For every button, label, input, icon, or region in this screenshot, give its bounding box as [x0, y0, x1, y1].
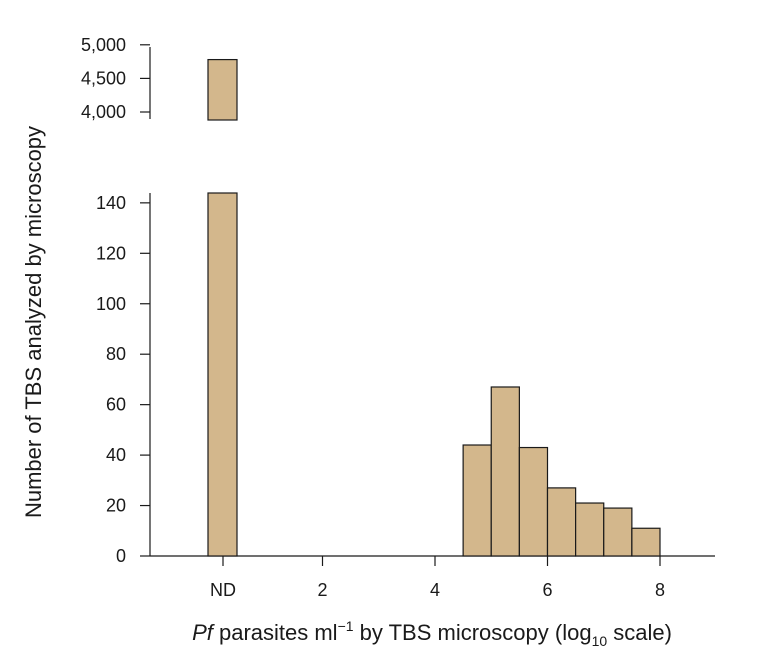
bar-bin: [603, 507, 633, 557]
x-axis-label-part3: scale): [607, 620, 672, 645]
y-tick-label: 80: [106, 344, 126, 364]
x-axis-label-italic: Pf: [192, 620, 216, 645]
bar-bin: [546, 487, 577, 557]
y-tick-label: 140: [96, 193, 126, 213]
y-tick-label: 5,000: [81, 35, 126, 55]
x-axis-label-part1: parasites ml: [213, 620, 338, 645]
x-tick-label: ND: [210, 580, 236, 600]
bar-bin: [631, 527, 661, 557]
y-tick-label: 100: [96, 294, 126, 314]
x-axis-label-sup: −1: [338, 618, 354, 634]
x-tick-label: 8: [655, 580, 665, 600]
x-axis-label: Pf parasites ml−1 by TBS microscopy (log…: [192, 618, 672, 649]
bar-bin: [490, 386, 520, 557]
chart-bars: [207, 58, 661, 557]
y-tick-label: 60: [106, 395, 126, 415]
y-tick-label: 120: [96, 243, 126, 263]
chart-axes: 0 20 40 60 80 100 120 140 4,000 4,500 5,000 ND 2 4 6 8: [81, 35, 715, 600]
y-tick-label: 4,000: [81, 102, 126, 122]
y-axis-label: Number of TBS analyzed by microscopy: [21, 126, 46, 518]
y-tick-label: 0: [116, 546, 126, 566]
y-tick-label: 4,500: [81, 68, 126, 88]
x-tick-label: 6: [542, 580, 552, 600]
x-tick-label: 4: [430, 580, 440, 600]
y-tick-label: 40: [106, 445, 126, 465]
bar-bin: [575, 502, 605, 557]
x-axis-label-part2: by TBS microscopy (log: [354, 620, 592, 645]
bar-nd-lower: [207, 192, 238, 557]
bar-nd-upper: [207, 58, 238, 121]
y-tick-label: 20: [106, 496, 126, 516]
bar-bin: [518, 446, 549, 557]
bar-bin: [462, 444, 492, 557]
x-axis-label-sub: 10: [592, 633, 608, 649]
x-tick-label: 2: [317, 580, 327, 600]
